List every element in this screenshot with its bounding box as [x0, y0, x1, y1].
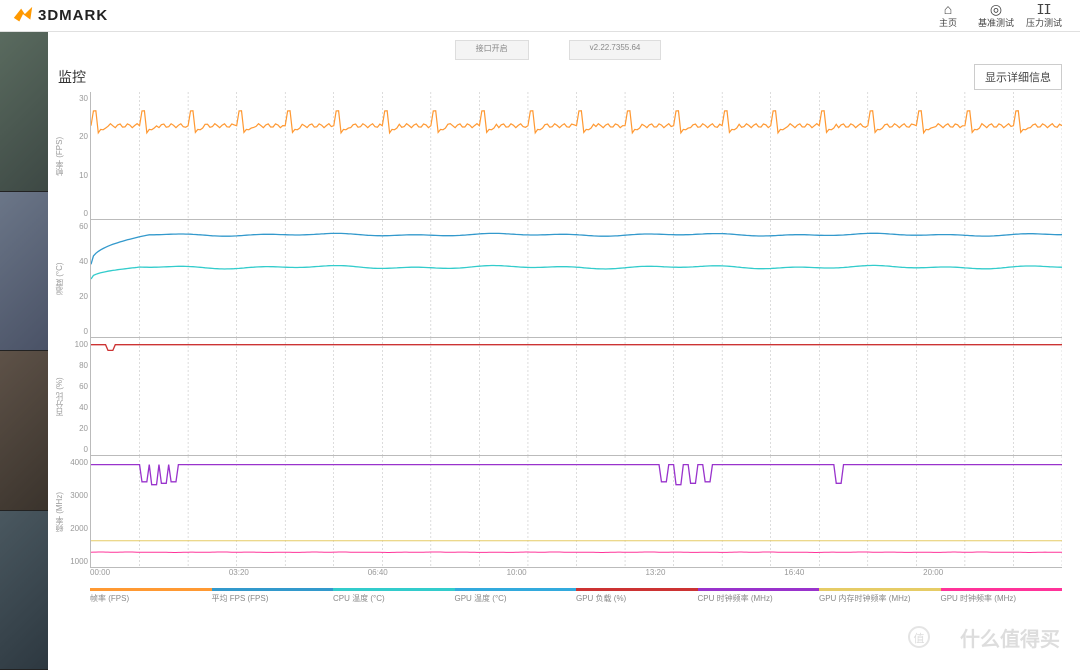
chart-row: 帧率 (FPS)3020100	[54, 92, 1062, 220]
legend-color-bar	[576, 588, 698, 591]
thumb-3[interactable]	[0, 351, 48, 511]
x-tick: 10:00	[507, 568, 646, 582]
watermark-text: 什么值得买	[960, 623, 1060, 652]
plot-area	[90, 338, 1062, 456]
legend-item: 平均 FPS (FPS)	[212, 588, 334, 604]
y-ticks: 6040200	[68, 220, 90, 338]
brand-logo: 3DMARK	[12, 5, 108, 27]
thumb-2[interactable]	[0, 192, 48, 352]
legend-label: 平均 FPS (FPS)	[212, 593, 334, 604]
watermark-badge: 值	[908, 626, 930, 648]
show-details-button[interactable]: 显示详细信息	[974, 64, 1062, 90]
x-tick: 00:00	[90, 568, 229, 582]
section-title: 监控	[58, 67, 86, 87]
chart-row: 温度 (°C)6040200	[54, 220, 1062, 338]
x-tick: 03:20	[229, 568, 368, 582]
brand-text: 3DMARK	[38, 7, 108, 24]
nav-benchmark[interactable]: ◎基准测试	[972, 2, 1020, 29]
legend-label: 帧率 (FPS)	[90, 593, 212, 604]
y-axis-label: 频率 (MHz)	[54, 456, 68, 568]
legend-label: GPU 负载 (%)	[576, 593, 698, 604]
legend-item: GPU 时钟频率 (MHz)	[941, 588, 1063, 604]
plot-area	[90, 220, 1062, 338]
charts-container: 帧率 (FPS)3020100温度 (°C)6040200百分比 (%)1008…	[54, 92, 1062, 568]
legend-item: GPU 负载 (%)	[576, 588, 698, 604]
legend-label: GPU 时钟频率 (MHz)	[941, 593, 1063, 604]
legend-label: GPU 内存时钟频率 (MHz)	[819, 593, 941, 604]
x-tick: 16:40	[784, 568, 923, 582]
chart-row: 百分比 (%)100806040200	[54, 338, 1062, 456]
legend-label: CPU 温度 (°C)	[333, 593, 455, 604]
nav-home[interactable]: ⌂主页	[924, 2, 972, 29]
nav-stress[interactable]: ⵊⵊ压力测试	[1020, 2, 1068, 29]
legend-color-bar	[455, 588, 577, 591]
legend-item: GPU 温度 (°C)	[455, 588, 577, 604]
y-ticks: 100806040200	[68, 338, 90, 456]
legend: 帧率 (FPS)平均 FPS (FPS)CPU 温度 (°C)GPU 温度 (°…	[90, 588, 1062, 604]
sidebar-thumbs	[0, 32, 48, 670]
legend-color-bar	[333, 588, 455, 591]
brand-icon	[12, 5, 34, 27]
x-tick: 20:00	[923, 568, 1062, 582]
legend-color-bar	[698, 588, 820, 591]
legend-label: CPU 时钟频率 (MHz)	[698, 593, 820, 604]
app-header: 3DMARK ⌂主页 ◎基准测试 ⵊⵊ压力测试	[0, 0, 1080, 32]
main-panel: 接口开启 v2.22.7355.64 监控 显示详细信息 帧率 (FPS)302…	[48, 32, 1080, 670]
bars-icon: ⵊⵊ	[1020, 2, 1068, 16]
x-tick: 06:40	[368, 568, 507, 582]
y-axis-label: 温度 (°C)	[54, 220, 68, 338]
y-ticks: 3020100	[68, 92, 90, 220]
y-ticks: 4000300020001000	[68, 456, 90, 568]
y-axis-label: 帧率 (FPS)	[54, 92, 68, 220]
y-axis-label: 百分比 (%)	[54, 338, 68, 456]
x-tick: 13:20	[645, 568, 784, 582]
plot-area	[90, 92, 1062, 220]
top-nav: ⌂主页 ◎基准测试 ⵊⵊ压力测试	[924, 2, 1068, 29]
legend-label: GPU 温度 (°C)	[455, 593, 577, 604]
target-icon: ◎	[972, 2, 1020, 16]
legend-item: 帧率 (FPS)	[90, 588, 212, 604]
series-gpu_clk	[91, 552, 1062, 553]
legend-color-bar	[212, 588, 334, 591]
plot-area	[90, 456, 1062, 568]
legend-color-bar	[941, 588, 1063, 591]
legend-item: CPU 时钟频率 (MHz)	[698, 588, 820, 604]
chart-row: 频率 (MHz)4000300020001000	[54, 456, 1062, 568]
strip-1: 接口开启	[455, 40, 529, 60]
legend-color-bar	[819, 588, 941, 591]
legend-color-bar	[90, 588, 212, 591]
legend-item: CPU 温度 (°C)	[333, 588, 455, 604]
top-strip: 接口开启 v2.22.7355.64	[54, 40, 1062, 60]
x-axis: 00:0003:2006:4010:0013:2016:4020:00	[90, 568, 1062, 582]
home-icon: ⌂	[924, 2, 972, 16]
thumb-4[interactable]	[0, 511, 48, 670]
thumb-1[interactable]	[0, 32, 48, 192]
legend-item: GPU 内存时钟频率 (MHz)	[819, 588, 941, 604]
strip-2: v2.22.7355.64	[569, 40, 662, 60]
